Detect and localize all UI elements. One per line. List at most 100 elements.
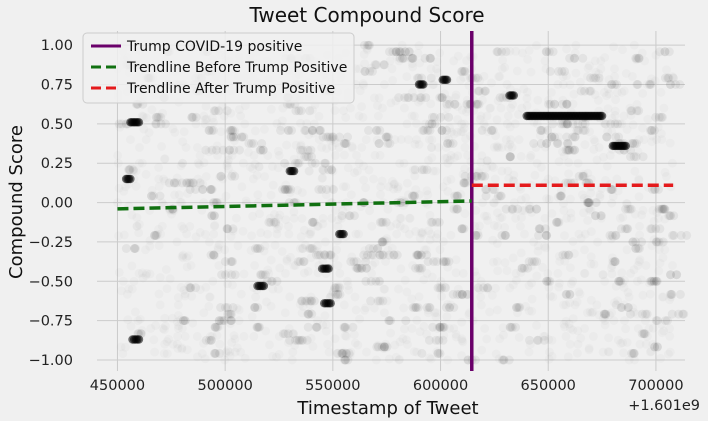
scatter-point bbox=[562, 119, 572, 129]
scatter-point bbox=[615, 276, 625, 286]
scatter-point bbox=[397, 214, 406, 223]
scatter-point bbox=[149, 335, 158, 344]
scatter-point bbox=[210, 211, 219, 221]
scatter-point bbox=[438, 257, 448, 267]
scatter-point bbox=[217, 127, 226, 136]
scatter-point bbox=[628, 348, 638, 358]
scatter-point bbox=[142, 170, 151, 179]
scatter-point bbox=[547, 132, 557, 142]
scatter-point bbox=[350, 168, 359, 177]
scatter-point bbox=[211, 198, 221, 208]
scatter-point bbox=[583, 216, 592, 225]
scatter-point bbox=[629, 152, 639, 162]
scatter-point bbox=[359, 162, 368, 171]
scatter-point bbox=[512, 303, 522, 312]
scatter-point bbox=[187, 112, 197, 122]
scatter-point bbox=[650, 342, 660, 352]
scatter-point bbox=[260, 172, 269, 181]
scatter-point bbox=[333, 289, 343, 299]
scatter-point bbox=[564, 145, 574, 155]
scatter-point bbox=[267, 302, 276, 311]
scatter-point bbox=[386, 98, 395, 107]
scatter-point bbox=[369, 175, 378, 184]
scatter-point bbox=[563, 119, 573, 129]
scatter-point bbox=[482, 283, 492, 293]
scatter-point bbox=[375, 125, 385, 135]
scatter-point bbox=[258, 145, 268, 155]
scatter-point bbox=[282, 141, 291, 150]
scatter-point bbox=[606, 185, 616, 194]
scatter-point bbox=[182, 178, 192, 188]
trend-lines bbox=[117, 31, 674, 371]
scatter-point bbox=[495, 191, 505, 201]
scatter-point bbox=[580, 119, 590, 129]
scatter-point bbox=[377, 237, 387, 247]
scatter-point bbox=[621, 324, 630, 333]
scatter-point bbox=[274, 285, 283, 294]
scatter-point bbox=[300, 296, 310, 306]
scatter-point bbox=[487, 125, 497, 135]
scatter-point bbox=[584, 198, 594, 208]
scatter-point bbox=[400, 47, 410, 57]
scatter-point bbox=[416, 327, 425, 336]
scatter-point bbox=[333, 348, 342, 358]
scatter-point bbox=[288, 356, 297, 365]
scatter-point bbox=[626, 204, 636, 214]
scatter-point bbox=[328, 132, 338, 142]
scatter-point bbox=[591, 211, 601, 221]
scatter-point bbox=[384, 316, 394, 326]
scatter-point bbox=[362, 263, 371, 273]
scatter-point bbox=[360, 306, 369, 315]
scatter-point bbox=[645, 125, 655, 135]
scatter-point bbox=[565, 53, 575, 63]
scatter-point bbox=[324, 165, 334, 175]
scatter-point bbox=[513, 67, 522, 76]
scatter-point bbox=[606, 151, 615, 160]
scatter-point bbox=[362, 348, 371, 357]
scatter-point bbox=[485, 104, 494, 113]
scatter-point bbox=[481, 191, 491, 201]
scatter-point bbox=[443, 139, 453, 148]
scatter-point bbox=[497, 230, 507, 240]
scatter-point bbox=[364, 244, 374, 253]
scatter-point bbox=[614, 276, 624, 286]
scatter-point bbox=[212, 322, 222, 332]
scatter-point bbox=[532, 204, 541, 214]
scatter-point bbox=[169, 124, 178, 133]
scatter-point bbox=[178, 324, 187, 333]
scatter-point bbox=[250, 303, 260, 312]
scatter-point bbox=[300, 226, 309, 235]
scatter-point bbox=[267, 276, 277, 286]
scatter-point bbox=[481, 185, 491, 194]
scatter-point bbox=[295, 257, 305, 267]
scatter-point bbox=[505, 152, 515, 162]
scatter-point bbox=[199, 112, 208, 121]
scatter-point bbox=[565, 289, 575, 299]
scatter-point bbox=[151, 112, 161, 122]
scatter-point bbox=[568, 132, 578, 142]
scatter-point bbox=[589, 145, 598, 154]
scatter-point bbox=[250, 303, 260, 312]
scatter-point bbox=[416, 250, 426, 260]
scatter-point bbox=[426, 53, 436, 63]
scatter-point bbox=[594, 73, 604, 83]
scatter-point bbox=[601, 309, 611, 319]
scatter-point bbox=[437, 125, 447, 135]
scatter-point bbox=[226, 125, 235, 135]
scatter-point bbox=[216, 316, 226, 326]
scatter-point bbox=[359, 250, 369, 260]
scatter-point bbox=[448, 139, 458, 148]
scatter-point bbox=[607, 230, 617, 240]
scatter-point bbox=[504, 174, 513, 183]
scatter-point bbox=[550, 99, 560, 109]
scatter-point bbox=[266, 276, 276, 286]
scatter-point bbox=[628, 237, 638, 247]
scatter-point bbox=[561, 145, 571, 155]
scatter-point bbox=[288, 329, 298, 339]
scatter-point bbox=[664, 211, 674, 221]
scatter-point bbox=[412, 135, 421, 144]
scatter-point bbox=[441, 257, 450, 267]
scatter-point bbox=[124, 165, 134, 175]
scatter-point bbox=[472, 171, 482, 181]
scatter-point bbox=[459, 224, 469, 234]
